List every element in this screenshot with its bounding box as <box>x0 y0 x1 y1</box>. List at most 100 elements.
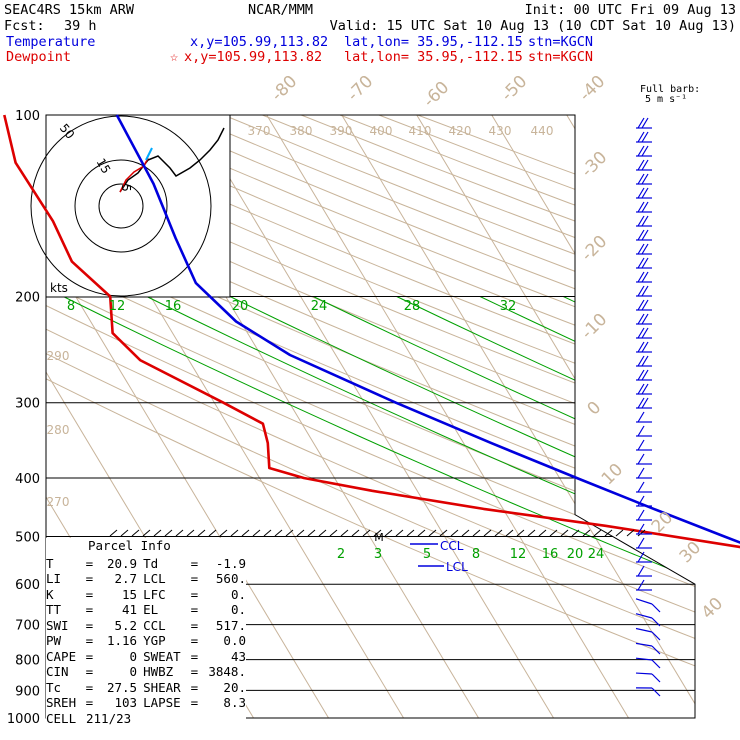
isotherm-line <box>341 115 695 718</box>
wind-barb <box>635 642 661 655</box>
hodograph-trace <box>119 127 225 193</box>
wind-barb <box>636 537 652 549</box>
barb-note-units: 5 m s⁻¹ <box>645 94 688 105</box>
isotherm-line <box>416 115 695 718</box>
isotherm-line <box>641 115 695 718</box>
wind-barb <box>636 369 652 381</box>
parcel-label: SREH <box>46 695 77 710</box>
pressure-tick-label: 200 <box>15 291 40 306</box>
wind-barb <box>636 187 652 199</box>
hatch-mark <box>241 529 250 537</box>
parcel-info-rows: T = 20.9 Td = -1.9 LI = 2.7 LCL = 560. K = 15 LFC = 0. TT =… <box>46 556 246 727</box>
parcel-value: 0. <box>230 586 246 602</box>
isotherm-label: -30 <box>578 148 612 182</box>
parcel-label: EL <box>143 602 159 617</box>
moist-adiabat <box>146 296 695 718</box>
mixing-ratio-label: 16 <box>542 547 559 562</box>
hatch-mark <box>472 529 481 537</box>
fcst-value: 39 h <box>64 18 97 34</box>
wind-barb <box>636 229 652 241</box>
mixing-ratio-label: 12 <box>109 299 126 314</box>
wind-barb <box>636 145 652 157</box>
hodograph-box <box>45 114 231 298</box>
mixing-ratio-label: 20 <box>232 299 249 314</box>
mixing-ratio-label: 32 <box>500 299 517 314</box>
isotherm-label: -60 <box>420 78 454 112</box>
hatch-mark <box>263 529 272 537</box>
wind-barb <box>635 613 661 627</box>
hatch-mark <box>428 529 437 537</box>
parcel-label: CELL <box>46 710 77 726</box>
parcel-label: SHEAR <box>143 679 181 695</box>
hatch-mark <box>164 529 173 537</box>
dewpoint-label: Dewpoint <box>6 49 72 65</box>
parcel-label: HWBZ <box>143 664 174 679</box>
parcel-info-title: Parcel Info <box>88 538 171 553</box>
wind-barb <box>636 341 652 353</box>
model-name: SEAC4RS 15km ARW <box>4 2 135 18</box>
parcel-value: 5.2 <box>114 617 138 633</box>
temperature-station: stn=KGCN <box>528 34 594 50</box>
hatch-mark <box>439 529 448 537</box>
dry-adiabat <box>46 115 695 718</box>
isotherm-label: 30 <box>676 538 705 567</box>
theta-label: 420 <box>449 124 472 138</box>
mixing-ratio-label: 5 <box>423 547 431 562</box>
parcel-equals: = <box>85 571 94 586</box>
parcel-value: 0.0 <box>223 633 246 648</box>
hatch-mark <box>362 529 371 537</box>
wind-barb <box>635 672 661 683</box>
wind-barb <box>636 453 652 465</box>
pressure-tick-label: 300 <box>15 397 40 412</box>
parcel-equals: = <box>85 679 94 695</box>
parcel-value: -1.9 <box>215 555 246 571</box>
wind-barbs <box>635 117 661 697</box>
hodograph-ring-label: 5 <box>119 184 133 192</box>
header: SEAC4RS 15km ARW Fcst: 39 h NCAR/MMM Ini… <box>0 0 740 105</box>
theta-label: 430 <box>489 124 512 138</box>
dry-adiabat <box>301 115 695 718</box>
barb-note: Full barb: <box>640 84 701 95</box>
parcel-row: Tc = 27.5 SHEAR = 20. <box>46 680 246 696</box>
hatch-mark <box>406 529 415 537</box>
hatch-mark <box>153 529 162 537</box>
mixing-ratio-label: 24 <box>588 547 605 562</box>
theta-label: 290 <box>47 349 70 363</box>
dry-adiabat <box>46 115 695 718</box>
fcst-label: Fcst: <box>4 18 45 34</box>
wind-barb <box>636 117 652 129</box>
temperature-label: Temperature <box>6 34 96 50</box>
wind-barb <box>636 551 652 563</box>
theta-label: 400 <box>370 124 393 138</box>
parcel-value: 1.16 <box>106 633 138 648</box>
mixing-ratio-label: 24 <box>311 299 328 314</box>
pressure-tick-label: 700 <box>15 619 40 634</box>
parcel-value: 211/23 <box>86 710 132 726</box>
isotherm-line <box>566 115 695 718</box>
parcel-equals: = <box>190 679 199 695</box>
isotherm-label: -40 <box>576 72 610 106</box>
wind-barb <box>636 201 652 213</box>
hatch-mark <box>626 529 635 537</box>
dry-adiabat <box>417 115 695 718</box>
hatch-mark <box>604 529 613 537</box>
parcel-value: 0 <box>129 664 138 679</box>
parcel-equals: = <box>190 571 199 586</box>
parcel-row: SWI = 5.2 CCL = 517. <box>46 618 246 634</box>
theta-label: 380 <box>290 124 313 138</box>
isotherm-label: 0 <box>584 398 606 420</box>
pressure-tick-label: 600 <box>15 578 40 593</box>
wind-barb <box>636 509 652 521</box>
parcel-label: LCL <box>143 571 166 586</box>
melting-level-marker: M <box>374 531 384 544</box>
isotherm-line <box>717 115 740 718</box>
wind-barb <box>636 495 652 507</box>
wind-barb <box>636 131 652 143</box>
hatch-mark <box>109 529 118 537</box>
hatch-mark <box>340 529 349 537</box>
wind-barb <box>636 257 652 269</box>
hatch-mark <box>571 529 580 537</box>
init-time: Init: 00 UTC Fri 09 Aug 13 <box>524 2 736 18</box>
hatch-mark <box>560 529 569 537</box>
parcel-label: LAPSE <box>143 695 181 710</box>
